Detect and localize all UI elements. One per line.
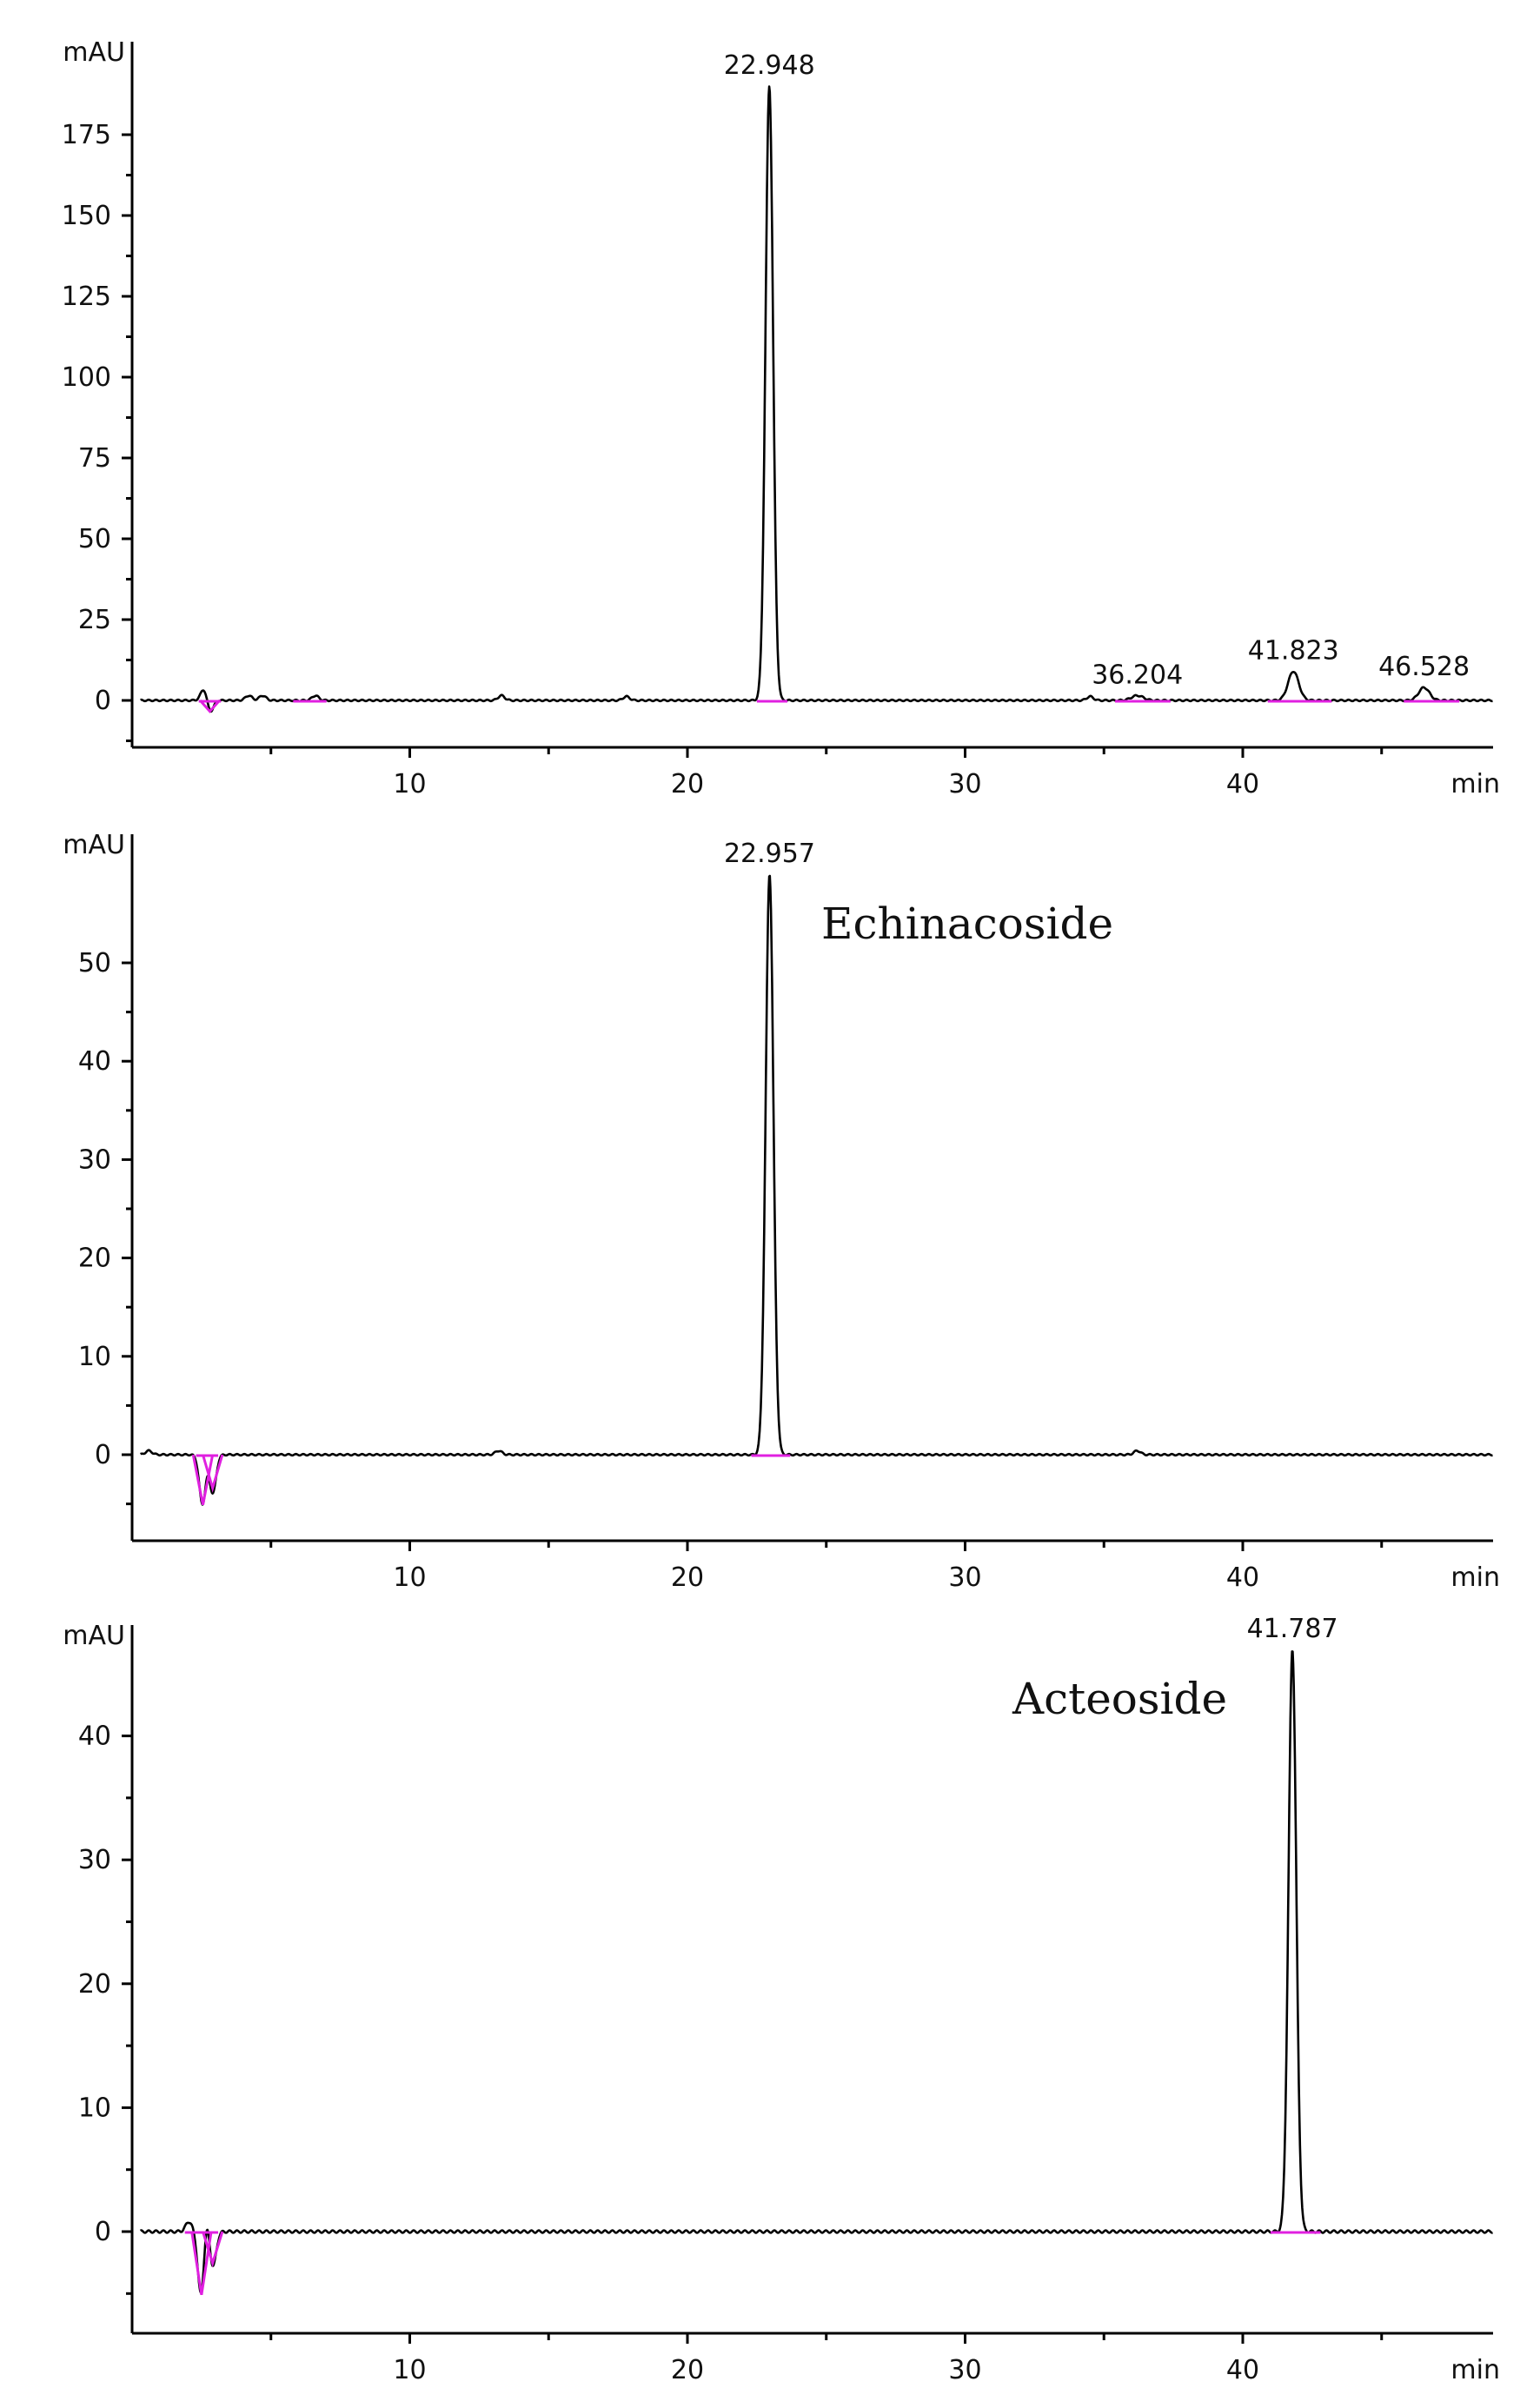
- chromatogram-trace: [139, 85, 1494, 713]
- x-axis-label: min: [1450, 769, 1500, 799]
- y-tick-label: 30: [78, 1144, 111, 1175]
- chromatogram-panel-3: 0 10 20 30 40 mAU 10 20 30 40 min 41.787 Acteoside: [63, 1614, 1500, 2385]
- y-tick-label: 50: [78, 524, 111, 554]
- peak-label: 36.204: [1092, 660, 1183, 690]
- y-tick-label: 125: [62, 282, 111, 312]
- integration-dip-mark: [190, 2231, 213, 2295]
- chromatogram-trace: [139, 1650, 1494, 2294]
- y-tick-label: 0: [95, 686, 111, 716]
- x-tick-label: 10: [393, 1562, 426, 1593]
- x-tick-label: 40: [1226, 769, 1259, 799]
- compound-annotation: Acteoside: [1012, 1674, 1227, 1724]
- y-tick-label: 20: [78, 1244, 111, 1274]
- x-tick-label: 20: [671, 769, 704, 799]
- integration-dip-mark: [202, 2231, 224, 2268]
- y-tick-label: 10: [78, 2093, 111, 2123]
- y-tick-label: 20: [78, 1969, 111, 2000]
- x-axis-label: min: [1450, 2355, 1500, 2385]
- x-tick-label: 30: [948, 2355, 981, 2385]
- x-tick-label: 40: [1226, 1562, 1259, 1593]
- x-tick-label: 30: [948, 769, 981, 799]
- integration-dip-mark: [202, 1454, 224, 1493]
- chromatogram-panel-2: 0 10 20 30 40 50 mAU 10 20 30 40 min 22.957Echinacos…: [63, 830, 1500, 1593]
- y-tick-label: 25: [78, 605, 111, 635]
- peak-label: 41.823: [1248, 636, 1339, 667]
- x-tick-label: 20: [671, 2355, 704, 2385]
- y-tick-label: 30: [78, 1845, 111, 1875]
- chromatogram-trace: [139, 874, 1494, 1506]
- x-axis-label: min: [1450, 1562, 1500, 1593]
- y-tick-label: 40: [78, 1046, 111, 1077]
- integration-dip-mark: [191, 1454, 215, 1506]
- y-tick-label: 100: [62, 362, 111, 393]
- x-tick-label: 10: [393, 2355, 426, 2385]
- y-tick-label: 75: [78, 443, 111, 474]
- y-tick-label: 10: [78, 1342, 111, 1372]
- y-axis-label: mAU: [63, 830, 125, 860]
- integration-dip-mark: [199, 700, 221, 713]
- y-axis-label: mAU: [63, 37, 125, 68]
- x-tick-label: 40: [1226, 2355, 1259, 2385]
- y-tick-label: 175: [62, 120, 111, 150]
- y-tick-label: 150: [62, 201, 111, 231]
- chromatogram-panel-1: 0 25 50 75 100 125 150 175 mAU 10 20 30 40 min 22.948 3…: [62, 37, 1500, 799]
- x-tick-label: 20: [671, 1562, 704, 1593]
- x-tick-label: 10: [393, 769, 426, 799]
- y-axis-label: mAU: [63, 1621, 125, 1651]
- compound-annotation: Echinacoside: [821, 899, 1113, 949]
- x-tick-label: 30: [948, 1562, 981, 1593]
- peak-label: 41.787: [1247, 1614, 1338, 1644]
- y-tick-label: 40: [78, 1721, 111, 1752]
- peak-label: 22.948: [724, 50, 815, 81]
- peak-label: 22.957: [724, 839, 815, 869]
- y-tick-label: 0: [95, 1440, 111, 1470]
- y-tick-label: 0: [95, 2217, 111, 2247]
- y-tick-label: 50: [78, 948, 111, 978]
- peak-label: 46.528: [1378, 652, 1470, 682]
